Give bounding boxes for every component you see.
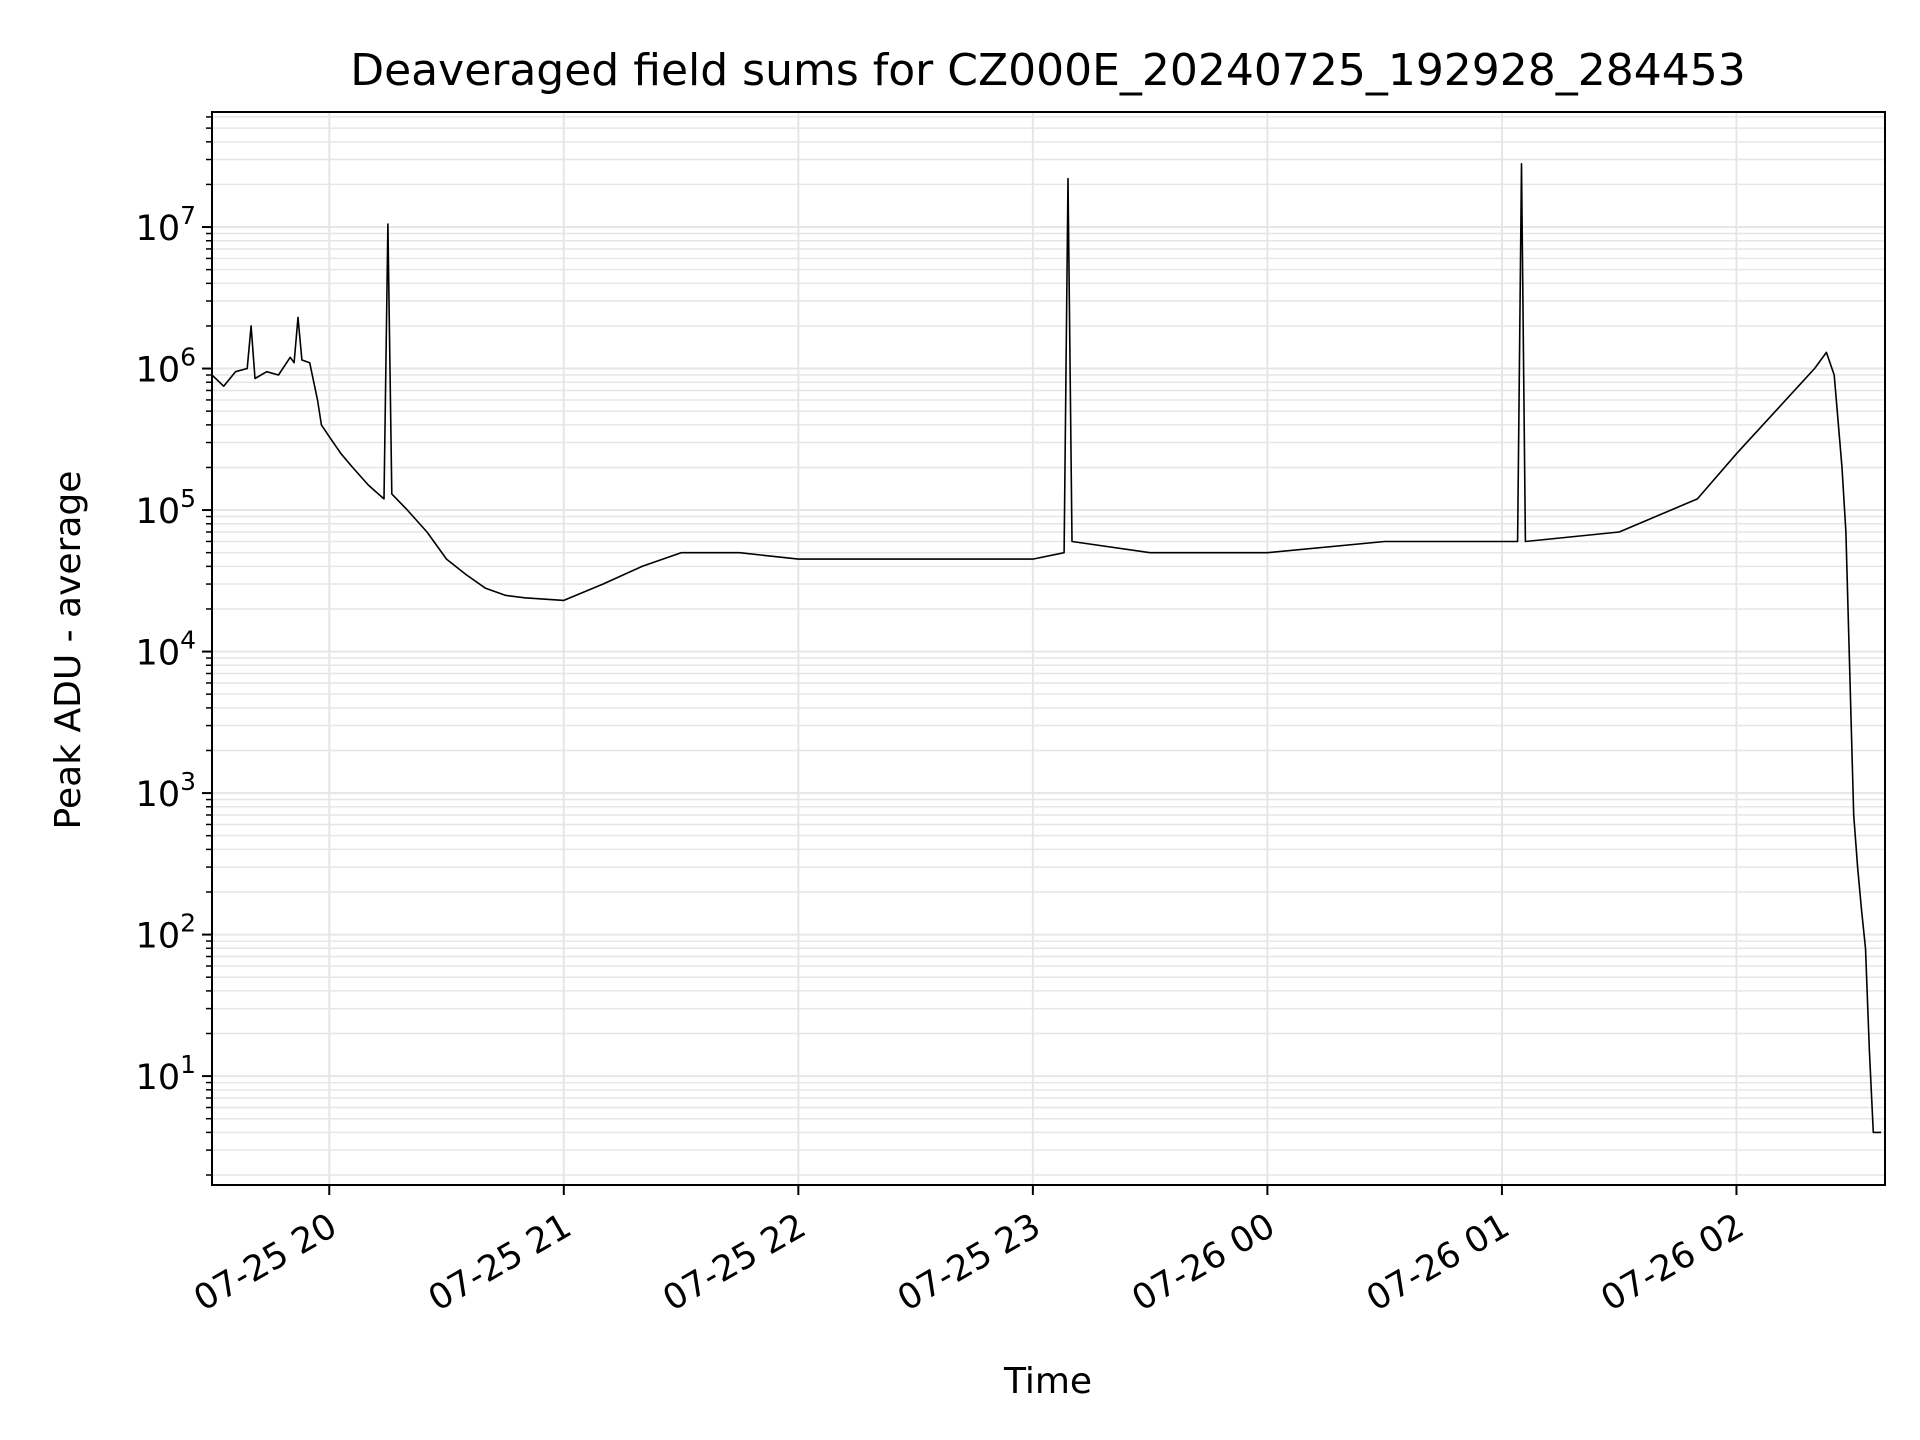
plot-frame [211, 111, 1886, 1186]
y-tick-label: 107 [136, 201, 196, 249]
series-layer [211, 163, 1882, 1134]
y-tick-label: 102 [136, 909, 196, 957]
y-tick-label: 106 [136, 343, 196, 391]
series-line [211, 163, 1882, 1134]
y-tick-label: 105 [136, 484, 196, 532]
y-tick-label: 101 [136, 1050, 196, 1098]
x-axis-label: Time [1003, 1361, 1092, 1402]
y-tick-label: 103 [136, 767, 196, 815]
chart-title: Deaveraged field sums for CZ000E_2024072… [350, 45, 1746, 96]
grid [212, 112, 1885, 1185]
y-axis-label: Peak ADU - average [48, 471, 89, 830]
y-tick-label: 104 [136, 626, 196, 674]
